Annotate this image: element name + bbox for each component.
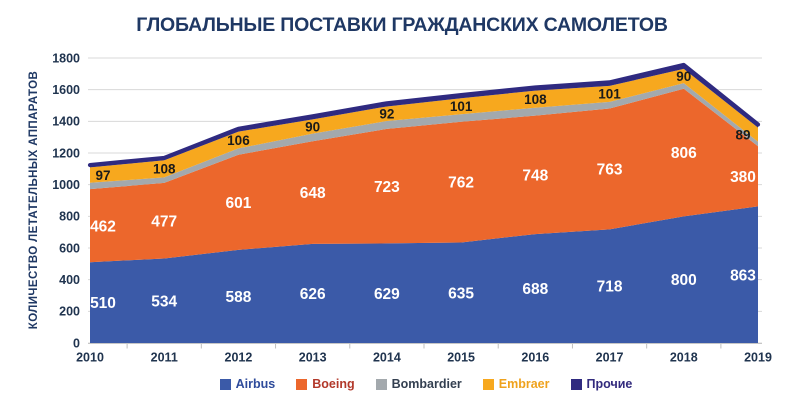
value-label-boeing: 601 <box>226 195 252 212</box>
y-tick-label: 1600 <box>52 83 80 97</box>
chart-legend: Airbus Boeing Bombardier Embraer Прочие <box>26 371 800 397</box>
x-tick-label: 2012 <box>225 351 253 365</box>
value-label-boeing: 762 <box>448 175 474 192</box>
value-label-boeing: 477 <box>151 213 177 230</box>
value-label-airbus: 800 <box>671 272 697 289</box>
x-tick-label: 2016 <box>521 351 549 365</box>
area-bombardier <box>90 83 758 190</box>
legend-label-prochie: Прочие <box>586 376 633 391</box>
value-label-airbus: 863 <box>730 267 756 284</box>
value-label-embraer: 90 <box>305 119 320 134</box>
value-label-boeing: 462 <box>90 218 116 235</box>
x-tick-label: 2017 <box>596 351 624 365</box>
x-tick-label: 2019 <box>744 351 772 365</box>
value-labels-layer: 510 534 588 626 629 635 688 718 800 863 462 477 601 6… <box>90 69 756 312</box>
value-label-boeing: 748 <box>522 167 548 184</box>
value-label-embraer: 101 <box>598 87 621 102</box>
value-label-boeing: 763 <box>597 161 623 178</box>
legend-item-prochie: Прочие <box>570 376 633 391</box>
value-label-embraer: 97 <box>95 168 110 183</box>
y-tick-label: 0 <box>73 336 80 350</box>
x-tick-label: 2014 <box>373 351 401 365</box>
area-series-layer <box>87 62 761 343</box>
legend-label-boeing: Boeing <box>312 376 355 391</box>
value-label-boeing: 648 <box>300 185 326 202</box>
value-label-airbus: 588 <box>226 289 252 306</box>
value-label-airbus: 510 <box>90 295 116 312</box>
y-tick-label: 1400 <box>52 115 80 129</box>
value-label-boeing: 806 <box>671 145 697 162</box>
value-label-embraer: 92 <box>379 107 394 122</box>
legend-item-boeing: Boeing <box>296 376 355 391</box>
legend-swatch-bombardier <box>375 378 387 390</box>
y-tick-label: 1200 <box>52 146 80 160</box>
y-tick-label: 600 <box>59 241 80 255</box>
chart-title: ГЛОБАЛЬНЫЕ ПОСТАВКИ ГРАЖДАНСКИХ САМОЛЕТО… <box>136 14 668 36</box>
x-tick-label: 2011 <box>151 351 178 365</box>
y-tick-label: 800 <box>59 210 80 224</box>
area-airbus <box>90 206 758 343</box>
value-label-airbus: 629 <box>374 286 400 303</box>
area-boeing <box>90 88 758 263</box>
legend-swatch-embraer <box>482 378 494 390</box>
x-tick-label: 2018 <box>670 351 698 365</box>
legend-item-bombardier: Bombardier <box>375 376 462 391</box>
legend-label-bombardier: Bombardier <box>391 376 462 391</box>
value-label-airbus: 534 <box>151 293 177 310</box>
legend-item-airbus: Airbus <box>219 376 276 391</box>
value-label-embraer: 108 <box>524 92 547 107</box>
legend-label-embraer: Embraer <box>498 376 550 391</box>
value-label-airbus: 635 <box>448 285 474 302</box>
x-tick-label: 2013 <box>299 351 327 365</box>
y-tick-label: 400 <box>59 273 80 287</box>
value-label-embraer: 106 <box>227 133 250 148</box>
area-top-edge-prochie <box>87 62 761 168</box>
y-tick-label: 1800 <box>52 51 80 65</box>
x-tick-label: 2010 <box>76 351 104 365</box>
area-embraer <box>90 68 758 183</box>
y-tick-label: 1000 <box>52 178 80 192</box>
value-label-embraer: 108 <box>153 162 176 177</box>
y-axis-title: КОЛИЧЕСТВО ЛЕТАТЕЛЬНЫХ АППАРАТОВ <box>28 71 40 329</box>
legend-label-airbus: Airbus <box>235 376 276 391</box>
value-label-embraer: 101 <box>450 99 473 114</box>
legend-swatch-airbus <box>219 378 231 390</box>
value-label-embraer: 89 <box>735 128 750 143</box>
axes-layer: 2010 2011 2012 2013 2014 2015 2016 2017 2018 2019 <box>76 343 772 365</box>
legend-swatch-prochie <box>570 378 582 390</box>
value-label-airbus: 718 <box>597 279 623 296</box>
value-label-boeing: 380 <box>730 169 756 186</box>
legend-item-embraer: Embraer <box>482 376 550 391</box>
y-tick-label: 200 <box>59 305 80 319</box>
value-label-embraer: 90 <box>676 69 691 84</box>
x-tick-label: 2015 <box>447 351 475 365</box>
value-label-airbus: 688 <box>522 281 548 298</box>
value-label-airbus: 626 <box>300 286 326 303</box>
stacked-area-chart: ГЛОБАЛЬНЫЕ ПОСТАВКИ ГРАЖДАНСКИХ САМОЛЕТО… <box>28 14 772 365</box>
value-label-boeing: 723 <box>374 179 400 196</box>
legend-swatch-boeing <box>296 378 308 390</box>
